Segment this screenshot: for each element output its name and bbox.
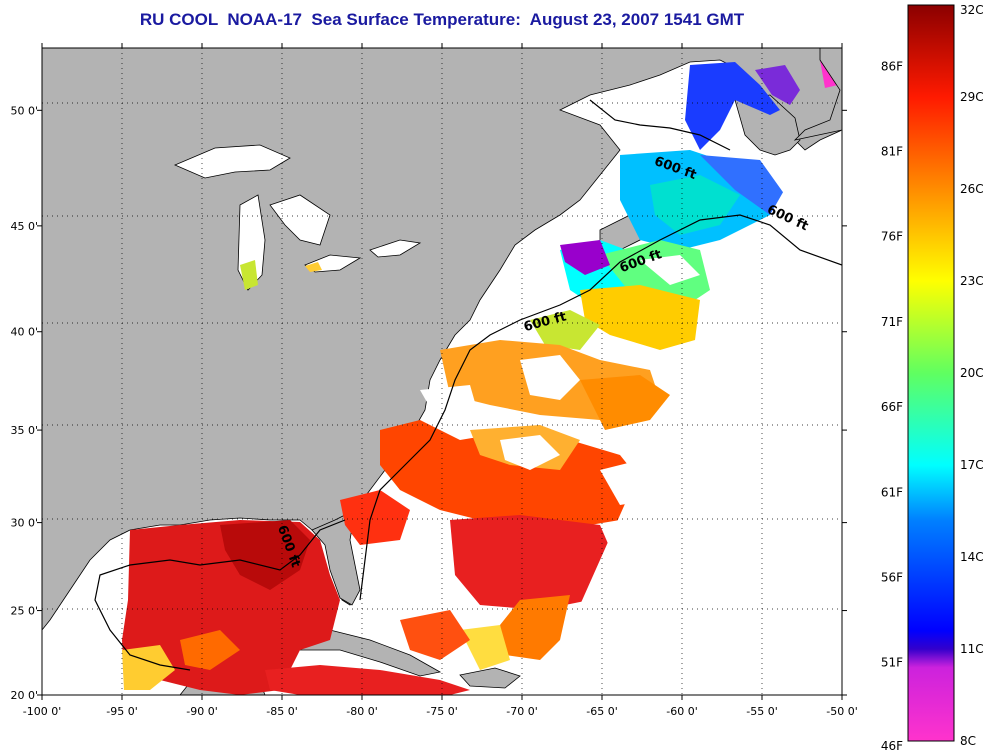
lake-sst-patch [305,262,322,272]
colorbar-celsius-labels: 32C 29C 26C 23C 20C 17C 14C 11C 8C [960,3,984,748]
x-tick-label: -95 0' [106,705,138,718]
land-newfoundland [734,94,801,156]
y-tick-label: 35 0' [10,424,38,437]
y-axis: 50 0' 45 0' 40 0' 35 0' 30 0' 25 0' 20 0' [10,104,847,702]
x-tick-label: -65 0' [586,705,618,718]
x-axis: -100 0' -95 0' -90 0' -85 0' -80 0' -75 0' -70… [23,43,858,718]
lake-sst-patch [240,260,258,290]
y-tick-label: 30 0' [10,517,38,530]
colorbar-celsius-label: 20C [960,366,984,380]
colorbar-celsius-label: 11C [960,642,984,656]
land-hispaniola [459,667,521,689]
colorbar-fahrenheit-label: 61F [881,485,903,499]
x-tick-label: -60 0' [666,705,698,718]
colorbar-gradient [907,4,955,742]
y-tick-label: 25 0' [10,605,38,618]
colorbar-fahrenheit-label: 51F [881,656,903,670]
swath-edge-mask [548,48,842,695]
x-tick-label: -75 0' [426,705,458,718]
swath-edge-land [793,48,842,141]
colorbar-fahrenheit-label: 71F [881,315,903,329]
x-tick-label: -70 0' [506,705,538,718]
cloud-cover [380,255,700,595]
x-tick-label: -85 0' [266,705,298,718]
x-tick-label: -50 0' [826,705,858,718]
map-grid [42,48,842,695]
colorbar-celsius-label: 29C [960,90,984,104]
x-tick-label: -90 0' [186,705,218,718]
colorbar-fahrenheit-labels: 86F 81F 76F 71F 66F 61F 56F 51F 46F [881,59,903,753]
y-tick-label: 20 0' [10,689,38,702]
y-tick-label: 50 0' [10,104,38,117]
colorbar-celsius-label: 32C [960,3,984,17]
map-area[interactable] [41,47,843,696]
bathymetry-contour-600ft [94,214,842,671]
colorbar-fahrenheit-label: 81F [881,145,903,159]
colorbar-fahrenheit-label: 56F [881,570,903,584]
colorbar-celsius-label: 26C [960,182,984,196]
colorbar-fahrenheit-label: 46F [881,739,903,753]
colorbar-fahrenheit-label: 86F [881,59,903,73]
colorbar-celsius-label: 8C [960,734,976,748]
land-cuba [289,629,442,677]
y-tick-label: 45 0' [10,220,38,233]
colorbar-fahrenheit-label: 76F [881,230,903,244]
colorbar-celsius-label: 23C [960,274,984,288]
x-tick-label: -55 0' [746,705,778,718]
y-tick-label: 40 0' [10,326,38,339]
bathymetry-contour-600ft-north [589,99,731,151]
colorbar-celsius-label: 17C [960,458,984,472]
x-tick-label: -80 0' [346,705,378,718]
x-tick-label: -100 0' [23,705,61,718]
map-title: RU COOL NOAA-17 Sea Surface Temperature:… [139,10,745,29]
colorbar-fahrenheit-label: 66F [881,400,903,414]
colorbar-celsius-label: 14C [960,550,984,564]
great-lakes [173,144,422,291]
colorbar: 32C 29C 26C 23C 20C 17C 14C 11C 8C 86F 81F 76F 71F 6… [881,3,984,753]
